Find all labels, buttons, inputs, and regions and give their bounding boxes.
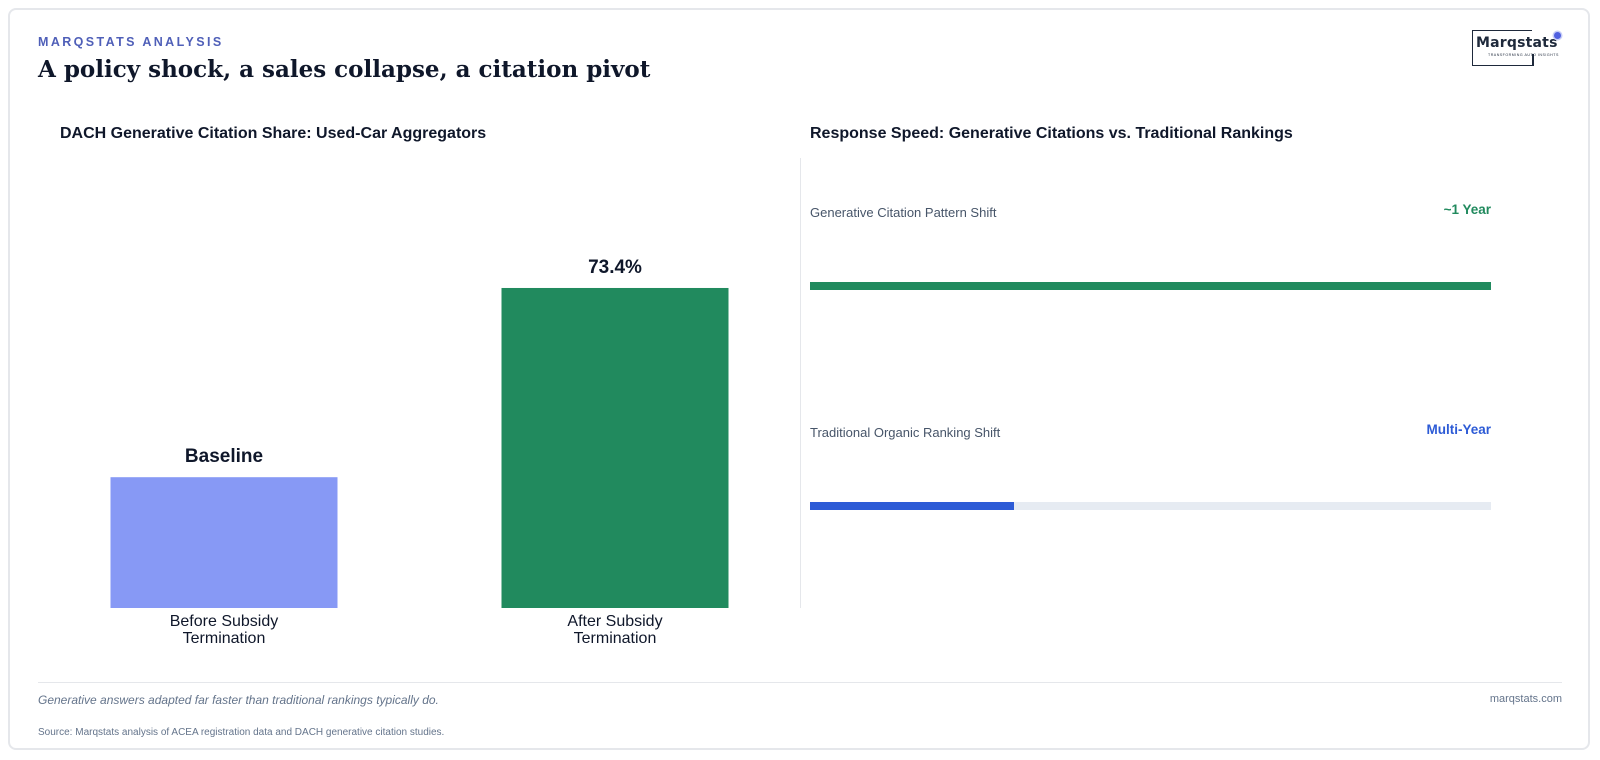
- logo-dot-icon: [1554, 32, 1561, 39]
- footer-divider: [38, 682, 1562, 683]
- speed-fill-generative: [810, 282, 1491, 290]
- speed-track-generative: [810, 282, 1491, 290]
- bar-data-label: 73.4%: [588, 257, 642, 278]
- x-tick-label: Before Subsidy: [170, 613, 279, 630]
- site-link[interactable]: marqstats.com: [1489, 693, 1562, 705]
- panel-divider: [800, 158, 801, 608]
- marqstats-logo: Marqstats TRANSFORMING AUTO INSIGHTS: [1472, 30, 1562, 66]
- speed-value-traditional: Multi-Year: [1426, 422, 1491, 437]
- source-note: Source: Marqstats analysis of ACEA regis…: [38, 727, 445, 738]
- logo-tagline: TRANSFORMING AUTO INSIGHTS: [1488, 53, 1559, 57]
- bar-before: [110, 477, 338, 608]
- x-tick-label: After Subsidy: [567, 613, 662, 630]
- speed-row-generative: Generative Citation Pattern Shift ~1 Yea…: [810, 200, 1491, 300]
- x-tick-label: Termination: [574, 630, 657, 647]
- logo-wordmark: Marqstats: [1476, 34, 1558, 52]
- speed-chart-title: Response Speed: Generative Citations vs.…: [810, 125, 1293, 142]
- bar-after: [501, 287, 729, 608]
- speed-row-traditional: Traditional Organic Ranking Shift Multi-…: [810, 420, 1491, 520]
- logo-frame-stub: [1532, 54, 1534, 66]
- report-card: [8, 8, 1590, 750]
- bar-data-label: Baseline: [185, 446, 263, 467]
- x-tick-label: Termination: [183, 630, 266, 647]
- page-title: A policy shock, a sales collapse, a cita…: [38, 56, 651, 83]
- footer-note: Generative answers adapted far faster th…: [38, 693, 439, 707]
- speed-value-generative: ~1 Year: [1443, 202, 1491, 217]
- logo-frame: [1472, 30, 1532, 66]
- kicker-label: MARQSTATS ANALYSIS: [38, 35, 224, 49]
- speed-track-traditional: [810, 502, 1491, 510]
- bar-chart-title: DACH Generative Citation Share: Used-Car…: [60, 125, 487, 142]
- speed-label-traditional: Traditional Organic Ranking Shift: [810, 425, 1001, 440]
- speed-fill-traditional: [810, 502, 1015, 510]
- speed-label-generative: Generative Citation Pattern Shift: [810, 205, 997, 220]
